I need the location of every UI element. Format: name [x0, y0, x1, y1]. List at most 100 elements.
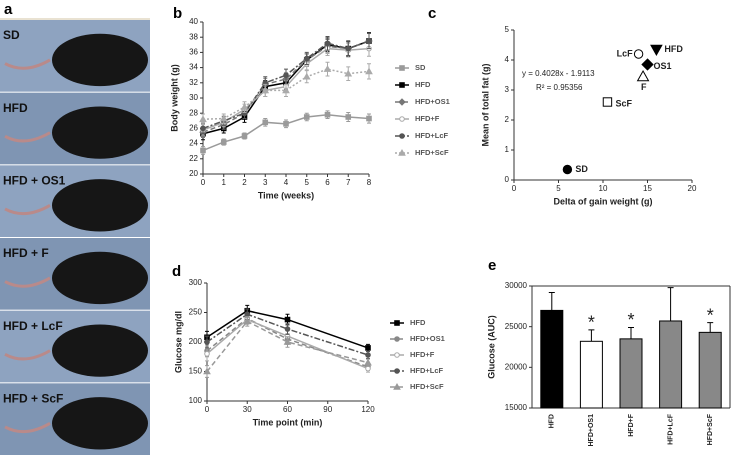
mouse-tail	[4, 422, 51, 434]
point	[602, 97, 613, 107]
error-bar	[548, 292, 555, 311]
y-tick-label: 34	[189, 63, 198, 72]
legend-label: HFD+ScF	[415, 148, 449, 157]
x-tick-label: 1	[222, 178, 227, 187]
y-tick-label: 150	[189, 367, 203, 376]
point	[345, 114, 352, 120]
legend-marker	[398, 148, 406, 156]
y-axis-title: Glucose mg/dl	[173, 311, 183, 373]
x-tick-label: 5	[556, 184, 561, 193]
y-tick-label: 38	[189, 32, 198, 41]
error-bar	[588, 329, 595, 342]
legend-label: HFD+OS1	[415, 97, 450, 106]
y-tick-label: 4	[505, 55, 510, 64]
x-tick-label: 5	[305, 178, 310, 187]
point	[261, 86, 270, 94]
y-tick-label: 40	[189, 17, 198, 26]
mouse-tail	[4, 131, 51, 143]
x-tick-label: 2	[242, 178, 247, 187]
photo-label: SD	[3, 28, 20, 42]
bar	[698, 331, 722, 409]
panel-label: c	[428, 5, 436, 22]
point	[244, 311, 251, 318]
photo-label: HFD + LcF	[3, 319, 63, 333]
x-tick-label: 4	[284, 178, 289, 187]
legend-marker	[394, 352, 400, 358]
legend-label: HFD+LcF	[415, 131, 449, 140]
point	[366, 38, 372, 44]
photo-label: HFD + ScF	[3, 392, 63, 406]
significance-mark: *	[627, 310, 634, 330]
legend-label: HFD	[410, 318, 426, 327]
point-label: LcF	[617, 48, 634, 58]
annotation: y = 0.4028x - 1.9113	[522, 69, 595, 78]
point	[303, 55, 310, 62]
mouse	[52, 106, 148, 159]
point	[240, 103, 249, 110]
x-axis-title: Time point (min)	[253, 417, 323, 427]
significance-mark: *	[707, 305, 714, 325]
y-tick-label: 20000	[505, 362, 528, 371]
legend-label: HFD+LcF	[410, 366, 444, 375]
significance-mark: *	[588, 313, 595, 333]
panel-label: a	[4, 1, 13, 18]
legend-marker	[394, 336, 400, 342]
point	[650, 44, 663, 56]
point	[220, 139, 227, 145]
legend-label: HFD	[415, 80, 431, 89]
legend-marker	[394, 320, 400, 326]
point	[199, 115, 207, 123]
point	[636, 70, 650, 82]
mouse	[52, 33, 148, 87]
point	[262, 119, 269, 126]
bar	[659, 320, 683, 409]
point	[203, 367, 211, 375]
bar	[579, 340, 603, 409]
y-tick-label: 25000	[505, 322, 528, 331]
y-tick-label: 300	[189, 278, 203, 287]
point	[284, 316, 291, 323]
y-tick-label: 26	[189, 124, 198, 133]
series-line	[206, 318, 369, 370]
error-bar	[628, 326, 634, 339]
series-line	[206, 320, 369, 372]
y-tick-label: 30000	[505, 281, 528, 290]
bar	[540, 309, 564, 409]
x-tick-label: 0	[205, 405, 210, 414]
y-tick-label: 22	[189, 154, 198, 163]
bar	[619, 338, 643, 409]
point-label: F	[641, 82, 647, 92]
legend-marker	[398, 98, 406, 106]
point	[284, 326, 291, 332]
legend-marker	[399, 65, 405, 71]
x-tick-label: 6	[325, 178, 330, 187]
x-axis-title: Delta of gain weight (g)	[554, 196, 653, 206]
x-tick-label: 0	[512, 184, 517, 193]
x-tick-label: 60	[283, 405, 292, 414]
point	[204, 339, 210, 345]
x-tick-label: 10	[599, 184, 608, 193]
point	[303, 114, 310, 120]
x-tick-label: 8	[367, 178, 372, 187]
point-label: SD	[575, 164, 588, 174]
point	[365, 67, 373, 75]
y-tick-label: 100	[189, 396, 203, 405]
x-tick-label: HFD+F	[628, 413, 635, 436]
point	[243, 317, 252, 325]
y-tick-label: 20	[189, 169, 198, 178]
x-tick-label: 0	[201, 178, 206, 187]
x-tick-label: 120	[361, 405, 375, 414]
x-tick-label: 20	[688, 184, 697, 193]
photo-label: HFD + F	[3, 246, 49, 260]
x-axis-title: Time (weeks)	[258, 190, 314, 200]
panel-label: d	[172, 263, 181, 280]
legend-label: HFD+ScF	[410, 382, 444, 391]
y-axis-title: Glucose (AUC)	[486, 315, 496, 379]
mouse	[52, 324, 148, 377]
mouse-tail	[4, 349, 51, 361]
point-label: ScF	[615, 98, 632, 108]
point	[345, 45, 352, 52]
photo-label: HFD	[3, 101, 28, 115]
y-tick-label: 15000	[505, 403, 528, 412]
